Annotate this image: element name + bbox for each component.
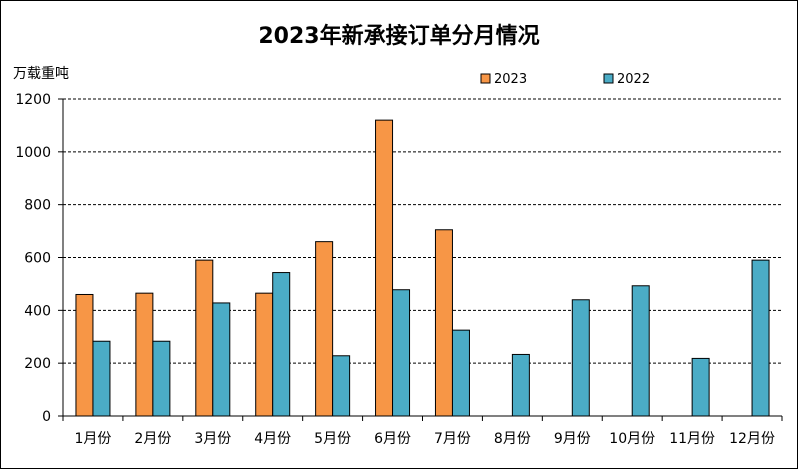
bar-2023-4 <box>255 292 274 417</box>
bar-2023-1 <box>75 293 94 417</box>
y-tick-labels: 0 200 400 600 800 1000 1200 <box>15 92 51 425</box>
gridlines <box>63 98 782 364</box>
axes <box>58 98 783 421</box>
y-tick-label: 800 <box>24 198 51 214</box>
x-tick-label: 2月份 <box>134 431 171 447</box>
x-tick-label: 8月份 <box>494 431 531 447</box>
legend: 2023 2022 <box>480 72 650 87</box>
y-tick-label: 1200 <box>15 92 51 108</box>
bar-2022-12 <box>751 259 770 417</box>
bar-2022-1 <box>92 340 111 417</box>
legend-label-2022: 2022 <box>617 72 650 87</box>
y-tick-label: 200 <box>24 356 51 372</box>
x-tick-labels: 1月份 2月份 3月份 4月份 5月份 6月份 7月份 8月份 9月份 10月份 11月份 12月份 <box>74 431 774 447</box>
bar-2022-3 <box>212 302 231 417</box>
x-tick-label: 11月份 <box>669 431 715 447</box>
bars <box>75 119 770 417</box>
x-tick-label: 3月份 <box>194 431 231 447</box>
chart-title: 2023年新承接订单分月情况 <box>258 23 539 49</box>
bar-2022-10 <box>631 285 650 417</box>
bar-2022-7 <box>451 329 470 417</box>
bar-2022-9 <box>571 299 590 417</box>
legend-label-2023: 2023 <box>494 72 527 87</box>
bar-2022-6 <box>392 289 411 417</box>
bar-2022-11 <box>691 357 710 417</box>
x-tick-label: 4月份 <box>254 431 291 447</box>
x-tick-label: 6月份 <box>374 431 411 447</box>
bar-2022-8 <box>511 353 530 417</box>
bar-2022-5 <box>332 355 351 417</box>
y-tick-label: 400 <box>24 303 51 319</box>
bar-2023-6 <box>375 119 394 417</box>
y-tick-label: 1000 <box>15 145 51 161</box>
y-axis-unit-label: 万载重吨 <box>13 66 69 82</box>
x-tick-label: 9月份 <box>554 431 591 447</box>
bar-2023-7 <box>434 229 453 417</box>
x-tick-label: 5月份 <box>314 431 351 447</box>
bar-2023-2 <box>135 292 154 417</box>
bar-2022-4 <box>272 272 291 417</box>
y-tick-label: 600 <box>24 251 51 267</box>
x-tick-label: 7月份 <box>434 431 471 447</box>
bar-2022-2 <box>152 340 171 417</box>
x-tick-label: 10月份 <box>609 431 655 447</box>
y-tick-label: 0 <box>42 409 51 425</box>
x-tick-label: 12月份 <box>729 431 775 447</box>
legend-swatch-2022 <box>603 73 614 84</box>
legend-swatch-2023 <box>480 73 491 84</box>
x-tick-label: 1月份 <box>74 431 111 447</box>
bar-2023-5 <box>315 241 334 417</box>
bar-2023-3 <box>195 259 214 417</box>
